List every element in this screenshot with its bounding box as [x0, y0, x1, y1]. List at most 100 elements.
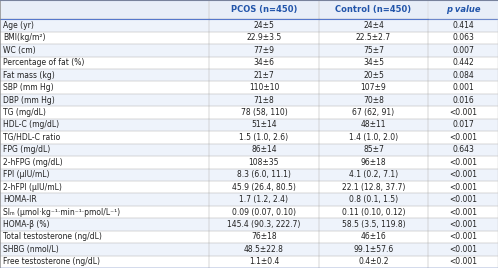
- Text: FPI (μIU/mL): FPI (μIU/mL): [3, 170, 50, 179]
- Bar: [209, 94, 319, 106]
- Bar: [0, 0, 209, 19]
- Text: 0.11 (0.10, 0.12): 0.11 (0.10, 0.12): [342, 207, 405, 217]
- Bar: [0, 69, 209, 81]
- Text: 71±8: 71±8: [253, 96, 274, 105]
- Text: <0.001: <0.001: [449, 220, 477, 229]
- Text: <0.001: <0.001: [449, 133, 477, 142]
- Bar: [209, 106, 319, 119]
- Text: SBP (mm Hg): SBP (mm Hg): [3, 83, 54, 92]
- Text: 110±10: 110±10: [249, 83, 279, 92]
- Text: FPG (mg/dL): FPG (mg/dL): [3, 145, 51, 154]
- Bar: [319, 69, 428, 81]
- Text: HOMA-β (%): HOMA-β (%): [3, 220, 50, 229]
- Text: 1.4 (1.0, 2.0): 1.4 (1.0, 2.0): [349, 133, 398, 142]
- Text: Percentage of fat (%): Percentage of fat (%): [3, 58, 85, 67]
- Bar: [0, 94, 209, 106]
- Bar: [319, 119, 428, 131]
- Bar: [428, 206, 498, 218]
- Text: <0.001: <0.001: [449, 245, 477, 254]
- Bar: [209, 231, 319, 243]
- Bar: [319, 231, 428, 243]
- Bar: [209, 44, 319, 57]
- Bar: [428, 144, 498, 156]
- Text: <0.001: <0.001: [449, 232, 477, 241]
- Bar: [428, 131, 498, 144]
- Text: Age (yr): Age (yr): [3, 21, 34, 30]
- Bar: [319, 206, 428, 218]
- Text: 0.007: 0.007: [452, 46, 474, 55]
- Bar: [0, 256, 209, 268]
- Bar: [209, 256, 319, 268]
- Text: 0.643: 0.643: [452, 145, 474, 154]
- Bar: [428, 156, 498, 169]
- Text: p value: p value: [446, 5, 481, 14]
- Text: 67 (62, 91): 67 (62, 91): [353, 108, 394, 117]
- Text: 58.5 (3.5, 119.8): 58.5 (3.5, 119.8): [342, 220, 405, 229]
- Bar: [209, 181, 319, 193]
- Text: 45.9 (26.4, 80.5): 45.9 (26.4, 80.5): [232, 183, 296, 192]
- Text: 145.4 (90.3, 222.7): 145.4 (90.3, 222.7): [227, 220, 301, 229]
- Bar: [428, 94, 498, 106]
- Bar: [319, 181, 428, 193]
- Bar: [428, 243, 498, 256]
- Bar: [319, 256, 428, 268]
- Text: 51±14: 51±14: [251, 121, 277, 129]
- Bar: [319, 32, 428, 44]
- Text: 0.8 (0.1, 1.5): 0.8 (0.1, 1.5): [349, 195, 398, 204]
- Bar: [319, 44, 428, 57]
- Text: 8.3 (6.0, 11.1): 8.3 (6.0, 11.1): [237, 170, 291, 179]
- Bar: [428, 106, 498, 119]
- Bar: [319, 19, 428, 32]
- Text: 0.001: 0.001: [452, 83, 474, 92]
- Bar: [0, 169, 209, 181]
- Bar: [319, 218, 428, 231]
- Text: 86±14: 86±14: [251, 145, 277, 154]
- Text: TG/HDL-C ratio: TG/HDL-C ratio: [3, 133, 61, 142]
- Bar: [209, 19, 319, 32]
- Bar: [319, 156, 428, 169]
- Bar: [319, 81, 428, 94]
- Bar: [209, 32, 319, 44]
- Bar: [209, 193, 319, 206]
- Text: Fat mass (kg): Fat mass (kg): [3, 71, 55, 80]
- Text: <0.001: <0.001: [449, 183, 477, 192]
- Text: 2-hFPG (mg/dL): 2-hFPG (mg/dL): [3, 158, 63, 167]
- Text: 108±35: 108±35: [249, 158, 279, 167]
- Text: 0.414: 0.414: [452, 21, 474, 30]
- Text: 22.1 (12.8, 37.7): 22.1 (12.8, 37.7): [342, 183, 405, 192]
- Text: 0.063: 0.063: [452, 34, 474, 42]
- Text: 0.016: 0.016: [452, 96, 474, 105]
- Bar: [428, 44, 498, 57]
- Bar: [0, 81, 209, 94]
- Bar: [209, 81, 319, 94]
- Bar: [0, 106, 209, 119]
- Bar: [428, 181, 498, 193]
- Text: BMI(kg/m²): BMI(kg/m²): [3, 34, 46, 42]
- Text: 75±7: 75±7: [363, 46, 384, 55]
- Bar: [209, 169, 319, 181]
- Bar: [0, 19, 209, 32]
- Text: 0.017: 0.017: [452, 121, 474, 129]
- Text: <0.001: <0.001: [449, 195, 477, 204]
- Bar: [428, 119, 498, 131]
- Bar: [0, 193, 209, 206]
- Bar: [319, 94, 428, 106]
- Text: <0.001: <0.001: [449, 158, 477, 167]
- Text: 107±9: 107±9: [361, 83, 386, 92]
- Text: 1.7 (1.2, 2.4): 1.7 (1.2, 2.4): [240, 195, 288, 204]
- Text: Free testosterone (ng/dL): Free testosterone (ng/dL): [3, 257, 101, 266]
- Bar: [209, 0, 319, 19]
- Bar: [0, 231, 209, 243]
- Bar: [209, 131, 319, 144]
- Text: 1.5 (1.0, 2.6): 1.5 (1.0, 2.6): [240, 133, 288, 142]
- Text: 1.1±0.4: 1.1±0.4: [249, 257, 279, 266]
- Text: 46±16: 46±16: [361, 232, 386, 241]
- Text: 2-hFPI (μIU/mL): 2-hFPI (μIU/mL): [3, 183, 62, 192]
- Text: 76±18: 76±18: [251, 232, 277, 241]
- Bar: [319, 106, 428, 119]
- Text: 48.5±22.8: 48.5±22.8: [244, 245, 284, 254]
- Text: PCOS (n=450): PCOS (n=450): [231, 5, 297, 14]
- Bar: [209, 156, 319, 169]
- Text: 21±7: 21±7: [253, 71, 274, 80]
- Bar: [428, 69, 498, 81]
